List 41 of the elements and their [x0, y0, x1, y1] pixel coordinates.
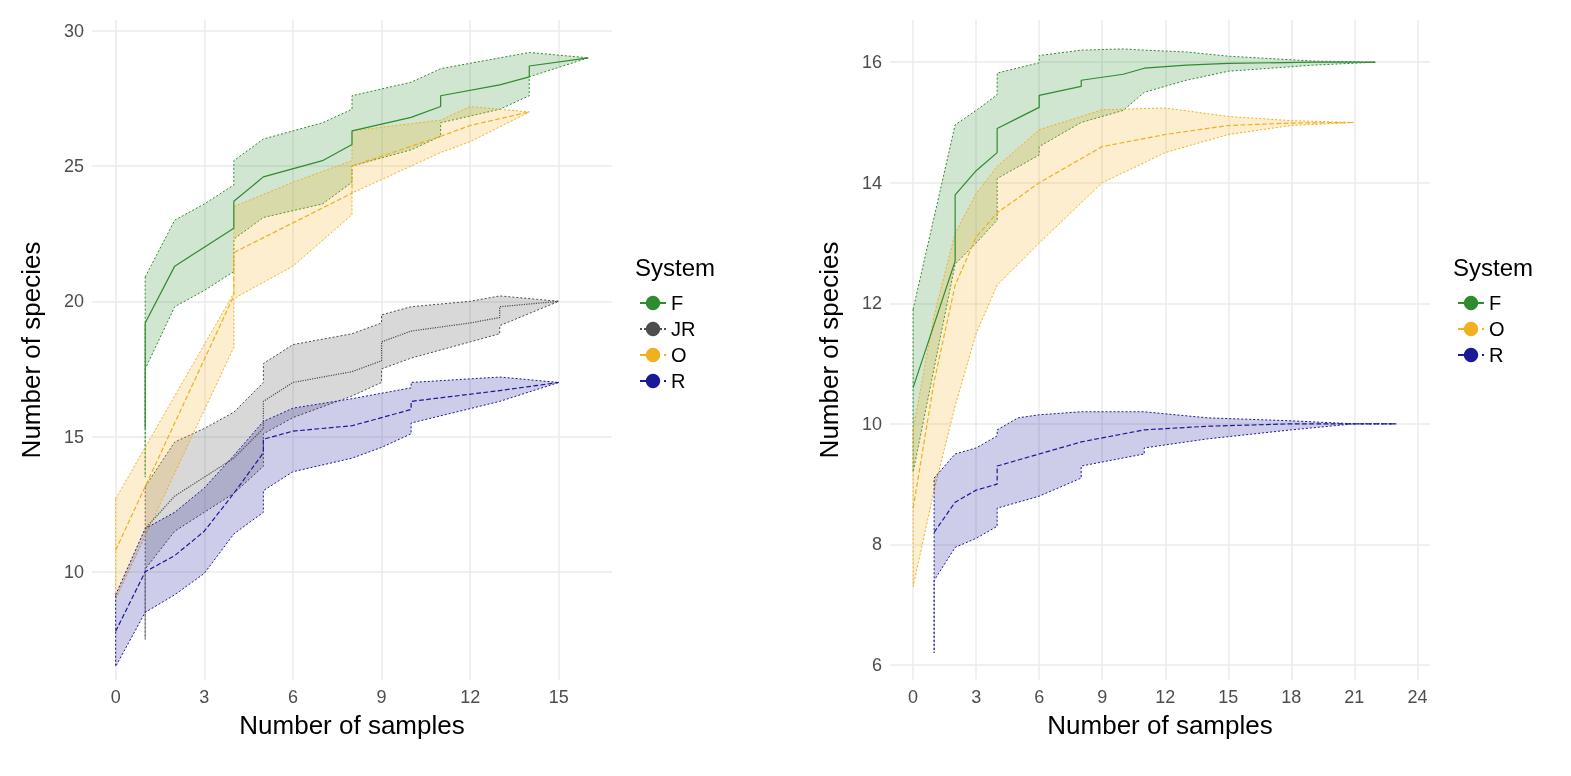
y-tick-label: 25 — [63, 156, 84, 177]
line-series — [912, 121, 1355, 509]
x-tick-label: 12 — [460, 687, 481, 707]
legend-label: F — [671, 292, 684, 314]
y-tick-label: 14 — [861, 172, 882, 193]
y-tick-label: 8 — [871, 534, 882, 555]
x-tick-label: 9 — [1097, 687, 1108, 707]
x-axis-title: Number of samples — [1047, 710, 1273, 740]
y-tick-label: 12 — [861, 293, 882, 314]
legend-label: R — [671, 370, 686, 392]
x-tick-label: 3 — [199, 687, 210, 707]
legend-label: R — [1489, 344, 1504, 366]
legend-label: F — [1489, 292, 1502, 314]
y-tick-label: 6 — [871, 654, 882, 675]
x-tick-label: 18 — [1281, 687, 1302, 707]
x-tick-label: 0 — [908, 687, 919, 707]
x-axis-title: Number of samples — [239, 710, 465, 740]
x-tick-label: 12 — [1155, 687, 1176, 707]
y-tick-label: 10 — [63, 561, 84, 582]
x-tick-label: 3 — [971, 687, 982, 707]
x-tick-label: 0 — [110, 687, 121, 707]
x-tick-label: 21 — [1344, 687, 1365, 707]
legend-title: System — [1453, 253, 1534, 281]
y-tick-label: 30 — [63, 20, 84, 41]
legend-label: O — [1489, 318, 1505, 340]
x-tick-label: 24 — [1407, 687, 1428, 707]
x-tick-label: 15 — [1218, 687, 1239, 707]
legend-label: JR — [671, 318, 696, 340]
y-axis-title: Number of species — [814, 241, 844, 459]
y-tick-label: 16 — [861, 52, 882, 73]
y-tick-label: 10 — [861, 413, 882, 434]
y-tick-label: 15 — [63, 426, 84, 447]
line-series — [912, 61, 1376, 389]
legend-title: System — [635, 253, 716, 281]
x-tick-label: 6 — [287, 687, 298, 707]
x-tick-label: 6 — [1034, 687, 1045, 707]
x-tick-label: 15 — [548, 687, 569, 707]
y-axis-title: Number of species — [16, 241, 46, 459]
x-tick-label: 9 — [376, 687, 387, 707]
legend-label: O — [671, 344, 687, 366]
y-tick-label: 20 — [63, 291, 84, 312]
